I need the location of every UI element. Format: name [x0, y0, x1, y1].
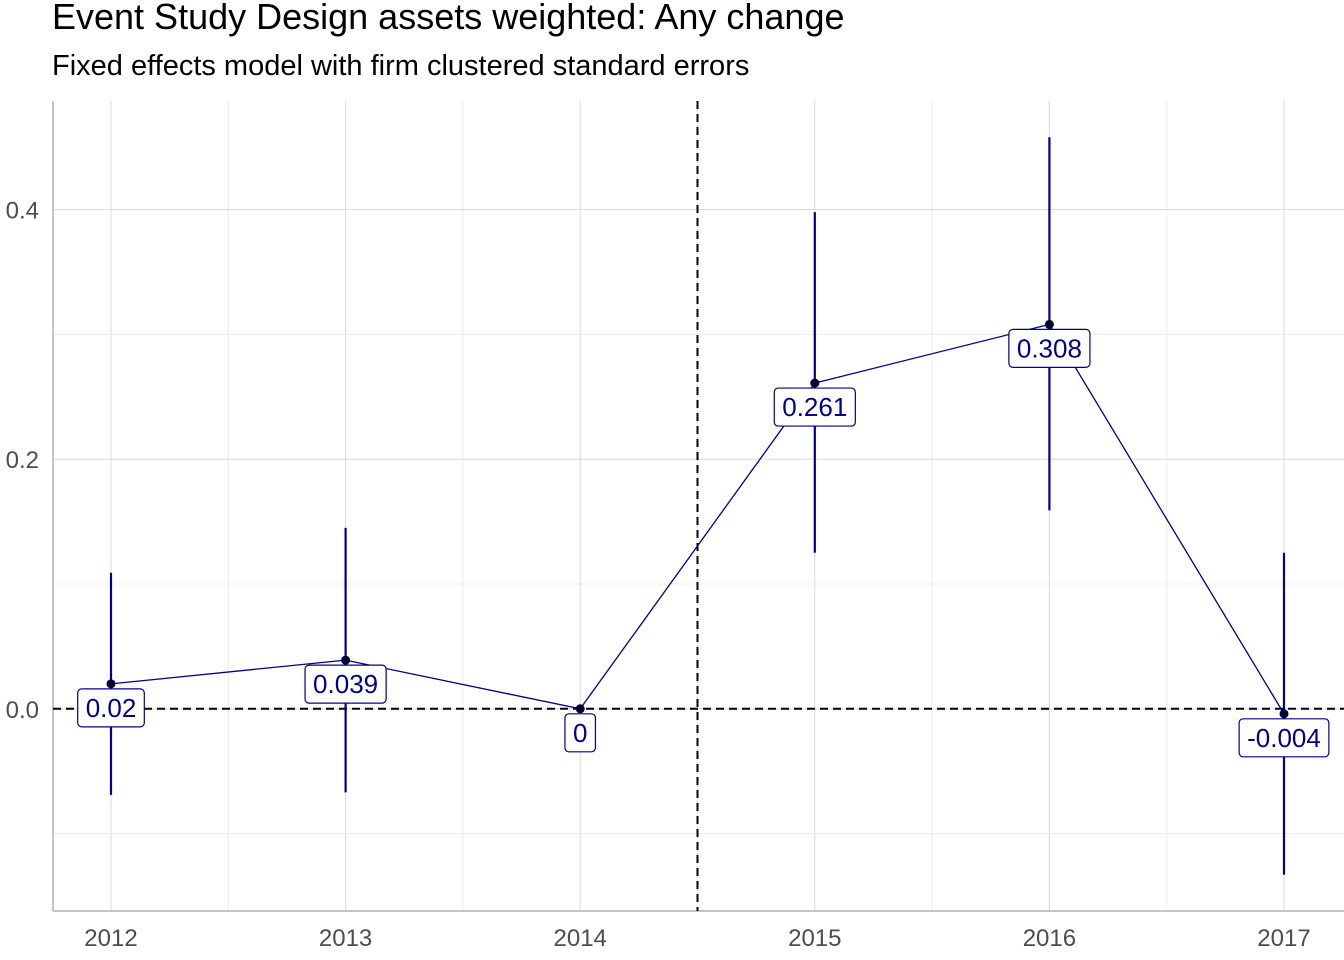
data-label: 0.261 — [782, 392, 847, 422]
data-point — [341, 655, 351, 665]
data-point — [1044, 319, 1054, 329]
data-point — [810, 378, 820, 388]
data-label-box — [77, 688, 145, 728]
data-label: 0.039 — [313, 669, 378, 699]
x-tick-label: 2017 — [1257, 925, 1310, 952]
data-point — [106, 679, 116, 689]
x-tick-label: 2016 — [1023, 925, 1076, 952]
chart-subtitle: Fixed effects model with firm clustered … — [52, 50, 750, 82]
data-label-box — [1238, 718, 1330, 758]
x-tick-label: 2012 — [84, 925, 137, 952]
data-label-box — [564, 713, 597, 753]
x-tick-label: 2014 — [554, 925, 607, 952]
series-line — [110, 323, 1285, 715]
data-label: 0.308 — [1017, 333, 1082, 363]
x-tick-label: 2013 — [319, 925, 372, 952]
data-point — [575, 704, 585, 714]
data-label: 0.02 — [86, 693, 137, 723]
data-label: 0 — [573, 718, 587, 748]
data-point — [1279, 709, 1289, 719]
x-tick-label: 2015 — [788, 925, 841, 952]
chart-title: Event Study Design assets weighted: Any … — [52, 0, 845, 37]
data-label: -0.004 — [1247, 723, 1321, 753]
y-tick-label: 0.4 — [6, 198, 39, 225]
data-label-box — [773, 387, 856, 427]
y-tick-label: 0.2 — [6, 447, 39, 474]
data-label-box — [1008, 328, 1091, 369]
y-tick-label: 0.0 — [6, 697, 39, 724]
data-label-box — [304, 664, 387, 704]
